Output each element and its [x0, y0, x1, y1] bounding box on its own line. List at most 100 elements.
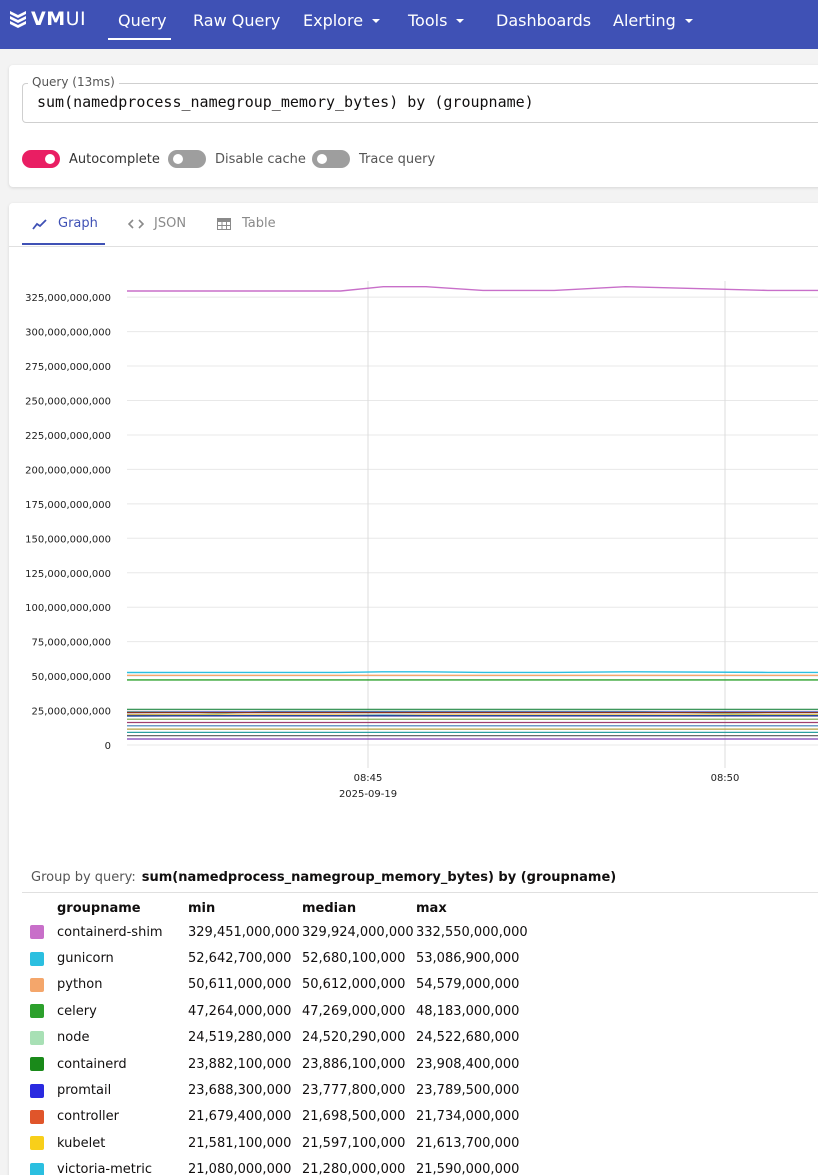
- legend-swatch-cell: [22, 972, 57, 998]
- tab-json[interactable]: JSON: [128, 203, 186, 245]
- max-cell: 53,086,900,000: [416, 951, 520, 967]
- toggle-knob: [317, 154, 327, 164]
- nav-raw-query[interactable]: Raw Query: [193, 0, 280, 49]
- series-color-swatch: [30, 977, 44, 992]
- code-icon: [128, 216, 144, 232]
- median-cell: 24,520,290,000: [302, 1030, 406, 1046]
- series-color-swatch: [30, 925, 44, 940]
- tab-graph[interactable]: Graph: [32, 203, 98, 245]
- group-by-query: Group by query: sum(namedprocess_namegrou…: [31, 870, 616, 885]
- legend-row[interactable]: node 24,519,280,000 24,520,290,000 24,522,6…: [22, 1025, 536, 1051]
- toggle-switch[interactable]: [168, 150, 206, 168]
- legend-row[interactable]: gunicorn 52,642,700,000 52,680,100,000 53,0…: [22, 945, 536, 971]
- query-input-label: Query (13ms): [28, 75, 119, 89]
- legend-swatch-cell: [22, 1051, 57, 1077]
- legend-swatch-cell: [22, 1077, 57, 1103]
- groupname-cell: promtail: [57, 1083, 112, 1099]
- nav-tools[interactable]: Tools: [408, 0, 465, 49]
- query-expression[interactable]: sum(namedprocess_namegroup_memory_bytes)…: [37, 93, 534, 111]
- min-cell: 23,688,300,000: [188, 1083, 292, 1099]
- nav-explore[interactable]: Explore: [303, 0, 381, 49]
- series-color-swatch: [30, 1109, 44, 1124]
- legend-row[interactable]: promtail 23,688,300,000 23,777,800,000 23,7…: [22, 1077, 536, 1103]
- min-cell: 52,642,700,000: [188, 951, 292, 967]
- toggle-switch[interactable]: [22, 150, 60, 168]
- groupname-cell: containerd: [57, 1056, 127, 1072]
- groupname-column-header: groupname: [57, 900, 141, 916]
- nav-alerting[interactable]: Alerting: [613, 0, 693, 49]
- tab-table[interactable]: Table: [216, 203, 276, 245]
- y-tick-label: 200,000,000,000: [25, 465, 111, 476]
- legend-row[interactable]: celery 47,264,000,000 47,269,000,000 48,183…: [22, 998, 536, 1024]
- legend-swatch-cell: [22, 1157, 57, 1175]
- y-tick-label: 325,000,000,000: [25, 293, 111, 304]
- nav-dashboards[interactable]: Dashboards: [496, 0, 591, 49]
- legend-swatch-cell: [22, 1104, 57, 1130]
- autocomplete-toggle[interactable]: Autocomplete: [22, 150, 160, 168]
- trace-query-label: Trace query: [359, 151, 436, 167]
- y-tick-label: 225,000,000,000: [25, 431, 111, 442]
- x-tick-label: 08:50: [711, 773, 740, 784]
- color-column-header: [22, 897, 57, 919]
- groupname-cell: node: [57, 1030, 90, 1046]
- y-tick-label: 275,000,000,000: [25, 362, 111, 373]
- vmui-logo[interactable]: VMUI: [9, 8, 86, 30]
- groupname-cell: celery: [57, 1003, 97, 1019]
- legend-row[interactable]: victoria-metric 21,080,000,000 21,280,000,…: [22, 1157, 536, 1175]
- max-cell: 21,590,000,000: [416, 1162, 520, 1175]
- legend-swatch-cell: [22, 945, 57, 971]
- groupname-cell: controller: [57, 1109, 120, 1125]
- y-tick-label: 75,000,000,000: [31, 638, 111, 649]
- line-chart-icon: [32, 216, 48, 232]
- median-cell: 47,269,000,000: [302, 1003, 406, 1019]
- legend-row[interactable]: python 50,611,000,000 50,612,000,000 54,579…: [22, 972, 536, 998]
- logo-text: VMUI: [31, 8, 87, 30]
- groupname-cell: victoria-metric: [57, 1162, 152, 1175]
- autocomplete-label: Autocomplete: [69, 151, 160, 167]
- groupname-cell: kubelet: [57, 1135, 106, 1151]
- y-tick-label: 175,000,000,000: [25, 500, 111, 511]
- legend-header-row: groupname min median max: [22, 897, 536, 919]
- disable-cache-toggle[interactable]: Disable cache: [168, 150, 306, 168]
- median-cell: 23,777,800,000: [302, 1083, 406, 1099]
- x-date-label: 2025-09-19: [339, 789, 397, 800]
- tab-graph-label: Graph: [58, 216, 98, 231]
- toggle-switch[interactable]: [312, 150, 350, 168]
- series-color-swatch: [30, 951, 44, 966]
- series-color-swatch: [30, 1162, 44, 1175]
- series-color-swatch: [30, 1030, 44, 1045]
- max-cell: 23,789,500,000: [416, 1083, 520, 1099]
- nav-explore-label: Explore: [303, 11, 364, 30]
- nav-tools-label: Tools: [408, 11, 448, 30]
- legend-divider: [22, 892, 818, 893]
- max-column-header: max: [416, 900, 447, 916]
- min-cell: 24,519,280,000: [188, 1030, 292, 1046]
- results-panel: Graph JSON Table 0 25,000,000,000 50,000,0…: [9, 203, 818, 1175]
- legend-row[interactable]: kubelet 21,581,100,000 21,597,100,000 21,61…: [22, 1130, 536, 1156]
- y-tick-label: 100,000,000,000: [25, 603, 111, 614]
- min-cell: 50,611,000,000: [188, 977, 292, 993]
- nav-alerting-label: Alerting: [613, 11, 676, 30]
- query-input[interactable]: sum(namedprocess_namegroup_memory_bytes)…: [22, 83, 818, 123]
- series-color-swatch: [30, 1136, 44, 1151]
- min-column-header: min: [188, 900, 216, 916]
- max-cell: 332,550,000,000: [416, 924, 528, 940]
- max-cell: 24,522,680,000: [416, 1030, 520, 1046]
- legend-row[interactable]: containerd-shim 329,451,000,000 329,924,00…: [22, 919, 536, 945]
- y-tick-label: 0: [105, 741, 111, 752]
- group-by-expression: sum(namedprocess_namegroup_memory_bytes)…: [141, 870, 617, 885]
- toggle-knob: [45, 154, 55, 164]
- memory-line-chart[interactable]: 0 25,000,000,000 50,000,000,000 75,000,000,…: [9, 263, 818, 823]
- legend-row[interactable]: containerd 23,882,100,000 23,886,100,000 23…: [22, 1051, 536, 1077]
- table-icon: [216, 216, 232, 232]
- y-tick-label: 125,000,000,000: [25, 569, 111, 580]
- series-color-swatch: [30, 1083, 44, 1098]
- min-cell: 21,080,000,000: [188, 1162, 292, 1175]
- y-tick-label: 250,000,000,000: [25, 397, 111, 408]
- min-cell: 21,679,400,000: [188, 1109, 292, 1125]
- x-tick-label: 08:45: [354, 773, 383, 784]
- trace-query-toggle[interactable]: Trace query: [312, 150, 435, 168]
- legend-row[interactable]: controller 21,679,400,000 21,698,500,000 21…: [22, 1104, 536, 1130]
- median-cell: 21,698,500,000: [302, 1109, 406, 1125]
- nav-query[interactable]: Query: [118, 0, 167, 49]
